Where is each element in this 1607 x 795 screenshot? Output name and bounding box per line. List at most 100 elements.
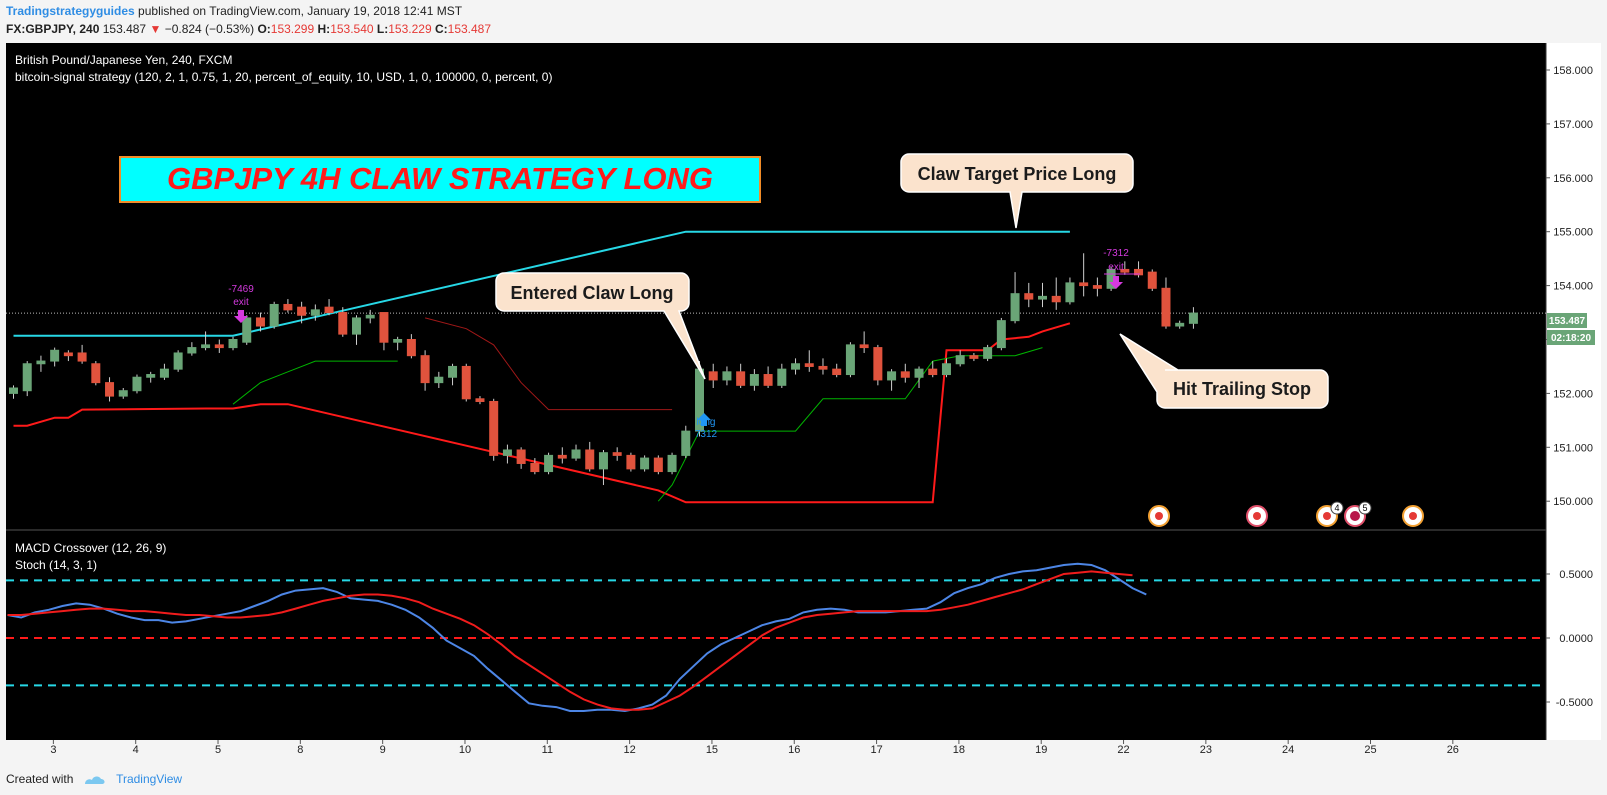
event-marker[interactable]: 5: [1344, 501, 1372, 527]
candle[interactable]: [557, 447, 567, 464]
author-link[interactable]: Tradingstrategyguides: [6, 4, 135, 18]
candle[interactable]: [804, 350, 814, 372]
candle[interactable]: [1175, 320, 1185, 329]
candle[interactable]: [173, 350, 183, 372]
candle[interactable]: [379, 312, 389, 351]
candle[interactable]: [530, 458, 540, 475]
candle[interactable]: [448, 363, 458, 386]
candle[interactable]: [544, 452, 554, 475]
candle[interactable]: [777, 363, 787, 389]
candle[interactable]: [1024, 282, 1034, 308]
callout-target-price[interactable]: Claw Target Price Long: [900, 153, 1134, 229]
candle[interactable]: [598, 449, 608, 486]
title-banner[interactable]: GBPJPY 4H CLAW STRATEGY LONG: [119, 156, 761, 203]
macd-legend[interactable]: MACD Crossover (12, 26, 9): [15, 541, 166, 555]
candle[interactable]: [681, 425, 691, 459]
price-axis[interactable]: 158.000157.000156.000155.000154.000153.0…: [1546, 65, 1593, 508]
candle[interactable]: [91, 361, 101, 386]
event-marker[interactable]: [1148, 505, 1170, 527]
candle[interactable]: [1161, 277, 1171, 329]
candle[interactable]: [1010, 272, 1020, 324]
candle[interactable]: [365, 309, 375, 324]
candle[interactable]: [393, 336, 403, 351]
candle[interactable]: [873, 344, 883, 386]
candle[interactable]: [571, 444, 581, 461]
candle[interactable]: [516, 447, 526, 469]
candle[interactable]: [626, 452, 636, 472]
candle[interactable]: [434, 371, 444, 389]
candle[interactable]: [269, 301, 279, 329]
trade-exit-marker-1[interactable]: -7469 exit: [228, 284, 254, 323]
candle[interactable]: [242, 315, 252, 345]
candle[interactable]: [132, 374, 142, 394]
candle[interactable]: [941, 358, 951, 378]
candle[interactable]: [818, 358, 828, 375]
candle[interactable]: [900, 363, 910, 383]
candle[interactable]: [1134, 261, 1144, 278]
candle[interactable]: [832, 363, 842, 378]
tradingview-logo-icon[interactable]: [83, 774, 107, 786]
candle[interactable]: [1038, 282, 1047, 308]
candle[interactable]: [955, 350, 965, 367]
candle[interactable]: [887, 369, 897, 391]
candle[interactable]: [283, 299, 293, 313]
candle[interactable]: [159, 363, 169, 380]
candle[interactable]: [708, 363, 718, 389]
candle[interactable]: [1188, 307, 1198, 329]
footer-brand-link[interactable]: TradingView: [116, 772, 183, 786]
candle[interactable]: [1051, 277, 1061, 310]
trade-long-marker[interactable]: long 7312: [695, 413, 718, 440]
candle[interactable]: [653, 455, 663, 475]
candle[interactable]: [928, 361, 938, 378]
candle[interactable]: [763, 366, 773, 389]
candle[interactable]: [406, 334, 416, 359]
candle[interactable]: [255, 312, 265, 332]
candle[interactable]: [983, 344, 993, 362]
candle[interactable]: [420, 350, 430, 391]
oscillator-axis[interactable]: 0.5000 0.0000 -0.5000: [1546, 569, 1593, 709]
stoch-legend[interactable]: Stoch (14, 3, 1): [15, 558, 97, 572]
candle[interactable]: [722, 366, 732, 386]
candle[interactable]: [969, 352, 979, 362]
candle[interactable]: [667, 452, 677, 475]
callout-trailing-stop[interactable]: Hit Trailing Stop: [1119, 333, 1329, 409]
candle[interactable]: [118, 388, 128, 399]
candle[interactable]: [859, 331, 869, 353]
candle[interactable]: [612, 447, 622, 461]
candle[interactable]: [22, 361, 32, 397]
event-markers[interactable]: 4 5: [1148, 501, 1424, 527]
candle[interactable]: [105, 377, 115, 402]
callout-entered-long[interactable]: Entered Claw Long: [495, 272, 706, 380]
candle[interactable]: [1079, 253, 1089, 297]
candle[interactable]: [1065, 277, 1075, 305]
event-marker[interactable]: [1402, 505, 1424, 527]
candle[interactable]: [461, 363, 471, 402]
candle[interactable]: [146, 371, 156, 383]
candle[interactable]: [9, 385, 18, 399]
candle[interactable]: [585, 441, 595, 472]
time-axis[interactable]: 3 4 5 8 9 10 11 12 15 16 17 18 19 22 23 24 25 26: [50, 740, 1459, 756]
event-marker[interactable]: [1246, 505, 1268, 527]
candle[interactable]: [352, 315, 361, 345]
candle[interactable]: [77, 344, 87, 364]
candle[interactable]: [791, 358, 801, 375]
candle[interactable]: [502, 444, 512, 464]
candle[interactable]: [736, 363, 746, 389]
candle[interactable]: [845, 342, 855, 378]
candle[interactable]: [297, 301, 307, 324]
candle[interactable]: [310, 304, 320, 321]
candle[interactable]: [228, 336, 238, 351]
event-marker[interactable]: 4: [1316, 501, 1344, 527]
candle[interactable]: [1092, 277, 1102, 297]
candle[interactable]: [214, 339, 224, 353]
candle[interactable]: [489, 398, 499, 461]
candle[interactable]: [201, 331, 211, 351]
candle[interactable]: [187, 342, 197, 356]
trade-exit-marker-2[interactable]: -7312 exit: [1103, 248, 1140, 289]
candle[interactable]: [996, 317, 1006, 351]
candle[interactable]: [1147, 269, 1157, 291]
candle[interactable]: [324, 299, 334, 316]
candle[interactable]: [640, 455, 650, 472]
candle[interactable]: [338, 307, 348, 337]
candle[interactable]: [1120, 261, 1130, 275]
